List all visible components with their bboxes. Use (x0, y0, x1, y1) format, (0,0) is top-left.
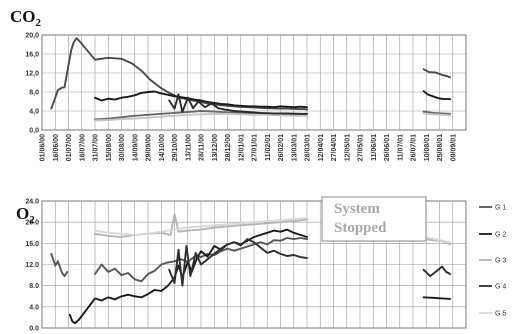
x-tick-label: 27/05/01 (358, 134, 365, 161)
system-stopped-box (321, 196, 427, 242)
x-tick-label: 14/10/00 (159, 134, 166, 161)
legend-label: G 3 (495, 258, 506, 265)
co2-chart: 0,0 4,0 8,0 12,0 16,0 20,0 01/06/00 16/06/00 01/… (10, 7, 467, 161)
x-tick-label: 11/07/01 (397, 134, 404, 161)
x-tick-label: 26/06/01 (384, 134, 391, 161)
chart-title-main: O (16, 204, 29, 223)
x-tick-label: 16/06/00 (53, 134, 60, 161)
y-tick-label: 16,0 (25, 52, 39, 59)
series-line-g5 (94, 216, 308, 236)
series-line-g4 (422, 265, 452, 278)
x-tick-label: 12/04/01 (318, 134, 325, 161)
chart-title: O2 (16, 204, 35, 226)
x-tick-label: 30/08/00 (119, 134, 126, 161)
chart-title: CO2 (10, 7, 42, 29)
x-tick-label: 15/08/00 (106, 134, 113, 161)
x-tick-label: 11/06/01 (371, 134, 378, 161)
y-tick-label: 4.0 (29, 304, 39, 311)
y-tick-label: 0.0 (29, 326, 39, 333)
series-line-s1 (50, 37, 308, 111)
y-tick-label: 12.0 (25, 262, 39, 269)
y-tick-label: 20,0 (25, 33, 39, 40)
x-tick-label: 29/09/00 (146, 134, 153, 161)
system-stopped-label: Stopped (334, 220, 387, 236)
x-tick-label: 11/02/01 (265, 134, 272, 161)
x-tick-label: 28/12/00 (225, 134, 232, 161)
system-stopped-label: System (334, 201, 380, 217)
series-line-g5 (422, 236, 452, 244)
y-tick-label: 0,0 (29, 128, 39, 135)
chart-title-subscript: 2 (29, 214, 35, 226)
series-line-s2 (94, 90, 308, 109)
x-tick-label: 13/12/00 (212, 134, 219, 161)
y-tick-label: 8,0 (29, 90, 39, 97)
chart-title-subscript: 2 (36, 17, 42, 29)
o2-chart: 0.0 4.0 8.0 12.0 16.0 20.0 24.0O2 System Stopped… (16, 196, 506, 333)
series-line-s3 (422, 110, 452, 115)
y-tick-label: 4,0 (29, 109, 39, 116)
x-tick-label: 16/07/00 (79, 134, 86, 161)
legend-label: G 2 (495, 232, 506, 239)
y-tick-label: 12,0 (25, 71, 39, 78)
y-tick-label: 24.0 (25, 199, 39, 206)
x-tick-label: 13/11/00 (185, 134, 192, 161)
series-line-g4 (168, 238, 308, 287)
series-line-g1 (50, 252, 69, 278)
x-tick-label: 29/10/00 (172, 134, 179, 161)
series-line-g3 (422, 238, 452, 246)
x-tick-label: 13/03/01 (291, 134, 298, 161)
legend-label: G 4 (495, 284, 506, 291)
series-line-s5 (168, 93, 308, 115)
x-tick-label: 28/03/01 (305, 134, 312, 161)
x-tick-label: 28/11/00 (199, 134, 206, 161)
series-line-g1 (94, 237, 308, 283)
y-tick-label: 20.0 (25, 220, 39, 227)
x-tick-label: 12/01/01 (238, 134, 245, 161)
x-tick-label: 26/02/01 (278, 134, 285, 161)
x-tick-label: 01/06/00 (40, 134, 47, 161)
series-line-s4 (422, 112, 452, 117)
x-tick-label: 01/07/00 (66, 134, 73, 161)
legend-label: G 5 (495, 311, 506, 318)
y-tick-label: 16.0 (25, 241, 39, 248)
legend-label: G 1 (495, 205, 506, 212)
series-line-s2 (422, 90, 452, 101)
series-line-g2 (422, 296, 452, 300)
x-tick-label: 26/07/01 (411, 134, 418, 161)
x-tick-label: 10/08/01 (424, 134, 431, 161)
x-tick-label: 12/05/01 (344, 134, 351, 161)
x-tick-label: 25/08/01 (437, 134, 444, 161)
x-tick-label: 31/07/00 (93, 134, 100, 161)
chart-title-main: CO (10, 7, 36, 26)
series-line-s4 (94, 112, 308, 122)
x-tick-label: 09/09/01 (450, 134, 457, 161)
x-tick-label: 27/01/01 (252, 134, 259, 161)
y-tick-label: 8.0 (29, 283, 39, 290)
x-tick-label: 27/04/01 (331, 134, 338, 161)
series-line-s1 (422, 68, 452, 79)
x-tick-label: 14/09/00 (132, 134, 139, 161)
